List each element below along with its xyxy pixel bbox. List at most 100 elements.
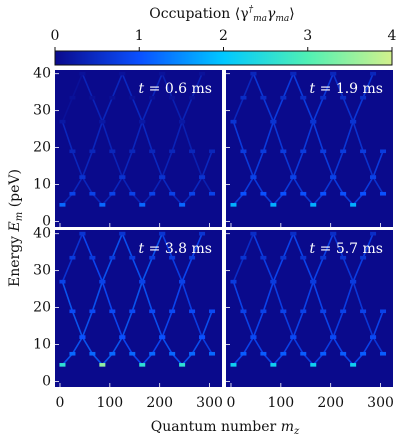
occupation-cell (370, 231, 377, 236)
occupation-cell (109, 255, 116, 260)
occupation-cell (260, 351, 267, 356)
occupation-cell (109, 95, 116, 100)
occupation-cell (360, 309, 367, 314)
title-part: = 3.8 ms (144, 241, 212, 257)
colorbar-label: Occupation ⟨γ†maγma⟩ (149, 5, 294, 24)
occupation-cell (300, 351, 307, 356)
occupation-cell (370, 175, 377, 179)
occupation-cell (300, 309, 307, 314)
occupation-cell (159, 231, 166, 236)
occupation-cell (199, 175, 206, 179)
occupation-cell (189, 351, 196, 356)
occupation-cell (119, 231, 126, 236)
occupation-cell (69, 309, 76, 314)
occupation-cell (169, 191, 176, 196)
occupation-cell (69, 149, 76, 154)
occupation-cell (270, 363, 277, 367)
y-tick-label: 40 (33, 66, 51, 82)
y-axis-label: Energy Em (peV) (7, 169, 25, 287)
occupation-cell (340, 95, 347, 100)
occupation-cell (380, 191, 387, 196)
occupation-cell (69, 351, 76, 356)
occupation-cell (270, 119, 277, 124)
occupation-cell (109, 149, 116, 154)
occupation-cell (280, 255, 287, 260)
occupation-cell (250, 335, 257, 339)
occupation-cell (199, 231, 206, 236)
occupation-cell (119, 175, 126, 179)
occupation-cell (99, 279, 106, 284)
occupation-cell (240, 309, 247, 314)
occupation-cell (129, 351, 136, 356)
occupation-cell (199, 71, 206, 76)
occupation-cell (320, 351, 327, 356)
occupation-cell (169, 95, 176, 100)
label-part: m (14, 212, 25, 221)
occupation-cell (179, 279, 186, 284)
occupation-cell (169, 149, 176, 154)
occupation-cell (280, 351, 287, 356)
occupation-cell (149, 95, 156, 100)
occupation-cell (69, 95, 76, 100)
occupation-cell (89, 149, 96, 154)
occupation-cell (260, 149, 267, 154)
occupation-cell (89, 255, 96, 260)
y-tick-label: 30 (33, 103, 51, 119)
title-part: = 5.7 ms (315, 241, 383, 257)
occupation-cell (360, 95, 367, 100)
occupation-cell (129, 149, 136, 154)
occupation-band (121, 73, 213, 207)
occupation-cell (109, 351, 116, 356)
y-tick-label: 20 (33, 300, 51, 316)
x-tick-label: 200 (317, 395, 344, 411)
occupation-cell (240, 255, 247, 260)
occupation-cell (69, 191, 76, 196)
occupation-cell (320, 255, 327, 260)
occupation-cell (270, 203, 277, 207)
occupation-cell (290, 231, 297, 236)
occupation-cell (240, 149, 247, 154)
occupation-cell (119, 335, 126, 339)
occupation-cell (310, 363, 317, 367)
occupation-cell (59, 203, 66, 207)
occupation-cell (129, 95, 136, 100)
occupation-cell (370, 335, 377, 339)
label-part: γ (267, 6, 276, 22)
occupation-cell (89, 309, 96, 314)
occupation-band (161, 233, 213, 355)
occupation-cell (320, 95, 327, 100)
occupation-cell (59, 363, 66, 367)
colorbar-tick-label: 3 (303, 28, 312, 44)
occupation-cell (270, 279, 277, 284)
x-tick-label: 100 (267, 395, 294, 411)
occupation-cell (149, 191, 156, 196)
occupation-cell (350, 119, 357, 124)
panel-title: t = 1.9 ms (310, 81, 383, 97)
occupation-cell (310, 279, 317, 284)
x-tick-label: 0 (56, 395, 65, 411)
occupation-cell (99, 363, 106, 367)
x-tick-label: 300 (367, 395, 394, 411)
occupation-cell (240, 351, 247, 356)
occupation-cell (360, 191, 367, 196)
occupation-cell (380, 351, 387, 356)
title-part: = 1.9 ms (315, 81, 383, 97)
occupation-cell (89, 95, 96, 100)
occupation-cell (79, 175, 86, 179)
title-part: t (139, 241, 145, 257)
label-part: Occupation ⟨γ (149, 6, 248, 22)
occupation-cell (310, 203, 317, 207)
occupation-cell (139, 279, 146, 284)
occupation-cell (380, 149, 387, 154)
occupation-cell (69, 255, 76, 260)
occupation-cell (109, 309, 116, 314)
occupation-cell (380, 309, 387, 314)
x-tick-label: 200 (146, 395, 173, 411)
title-part: = 0.6 ms (144, 81, 212, 97)
occupation-cell (230, 119, 237, 124)
occupation-cell (360, 255, 367, 260)
occupation-cell (230, 279, 237, 284)
occupation-cell (350, 203, 357, 207)
occupation-cell (169, 351, 176, 356)
occupation-cell (340, 255, 347, 260)
